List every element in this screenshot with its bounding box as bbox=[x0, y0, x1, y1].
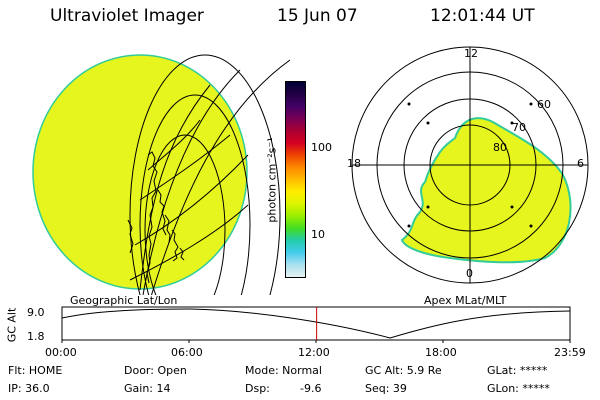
colorbar bbox=[285, 81, 306, 278]
status-dsp-value: -9.6 bbox=[300, 382, 322, 395]
status-flt: Flt: HOME bbox=[8, 364, 63, 377]
mlt-label-18: 18 bbox=[347, 157, 361, 170]
date-label: 15 Jun 07 bbox=[277, 6, 358, 26]
geographic-caption: Geographic Lat/Lon bbox=[70, 294, 178, 307]
mlt-label-0: 0 bbox=[466, 267, 473, 280]
time-tick-1200: 12:00 bbox=[298, 346, 330, 359]
status-seq: Seq: 39 bbox=[365, 382, 407, 395]
polar-grid bbox=[351, 46, 589, 284]
status-gain: Gain: 14 bbox=[124, 382, 171, 395]
status-ip: IP: 36.0 bbox=[8, 382, 50, 395]
mlat-label-70: 70 bbox=[512, 121, 526, 134]
coastline bbox=[127, 151, 185, 284]
colorbar-tick-10: 10 bbox=[311, 228, 325, 241]
timeline-y-max: 9.0 bbox=[27, 306, 45, 319]
instrument-title: Ultraviolet Imager bbox=[50, 6, 204, 26]
time-tick-1800: 18:00 bbox=[425, 346, 457, 359]
time-label: 12:01:44 UT bbox=[430, 6, 535, 26]
polar-grid-dots bbox=[407, 102, 533, 228]
mlt-label-12: 12 bbox=[464, 47, 478, 60]
status-door: Door: Open bbox=[124, 364, 187, 377]
apex-caption: Apex MLat/MLT bbox=[424, 294, 507, 307]
geographic-grid bbox=[129, 54, 290, 295]
mlat-label-60: 60 bbox=[537, 98, 551, 111]
status-dsp: Dsp: bbox=[245, 382, 270, 395]
timeline-y-min: 1.8 bbox=[27, 330, 45, 343]
mlat-label-80: 80 bbox=[493, 141, 507, 154]
status-gc-alt: GC Alt: 5.9 Re bbox=[365, 364, 442, 377]
mlt-label-6: 6 bbox=[577, 157, 584, 170]
status-mode: Mode: Normal bbox=[245, 364, 322, 377]
status-glat: GLat: ***** bbox=[487, 364, 548, 377]
time-tick-2359: 23:59 bbox=[554, 346, 586, 359]
colorbar-tick-100: 100 bbox=[311, 141, 332, 154]
time-tick-0000: 00:00 bbox=[45, 346, 77, 359]
status-glon: GLon: ***** bbox=[487, 382, 550, 395]
time-tick-0600: 06:00 bbox=[171, 346, 203, 359]
